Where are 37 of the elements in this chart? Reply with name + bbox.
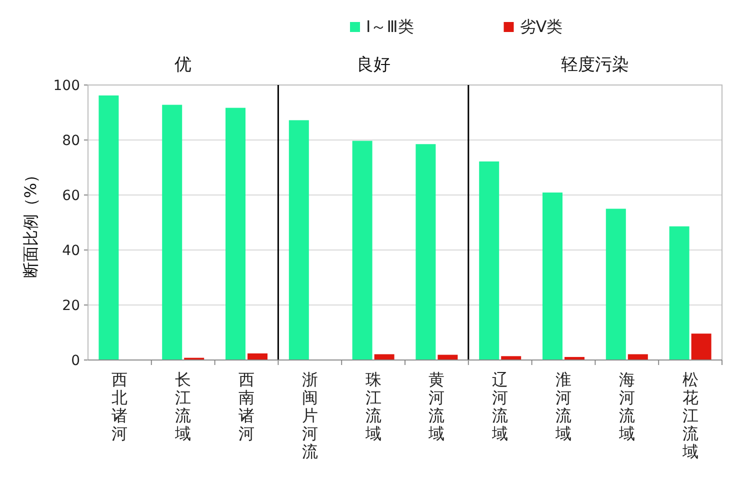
bar: [162, 104, 182, 360]
y-tick-label: 0: [71, 353, 80, 369]
legend-label: 劣Ⅴ类: [520, 17, 563, 36]
y-tick-label: 40: [62, 243, 80, 259]
x-tick-label: 淮河流域: [554, 370, 572, 443]
bar: [248, 353, 268, 360]
bar: [352, 140, 372, 360]
bar: [416, 144, 436, 360]
x-tick-label: 珠江流域: [364, 370, 382, 443]
bar: [501, 356, 522, 360]
x-tick-label: 黄河流域: [428, 370, 445, 443]
x-tick-label: 长江流域: [174, 370, 192, 443]
y-axis-title: 断面比例（%）: [21, 166, 40, 278]
bar: [542, 192, 562, 360]
bar: [691, 334, 712, 360]
y-tick-label: 80: [62, 133, 80, 149]
bar: [669, 226, 690, 360]
text: 优: [174, 55, 192, 75]
y-tick-label: 100: [53, 78, 80, 94]
text: 良好: [356, 55, 390, 75]
bar: [288, 120, 309, 360]
bar: [374, 354, 394, 360]
bar: [479, 161, 500, 360]
bar: [606, 208, 626, 360]
x-tick-label: 浙闽片河流: [302, 370, 318, 461]
x-tick-label: 辽河流域: [491, 370, 508, 443]
x-tick-label: 西南诸河: [238, 370, 254, 443]
x-tick-label: 松花江流域: [681, 370, 698, 461]
y-tick-label: 20: [62, 298, 80, 314]
bar: [628, 354, 648, 360]
x-tick-label: 海河流域: [618, 370, 635, 443]
x-tick-label: 西北诸河: [112, 370, 128, 443]
text: 轻度污染: [561, 55, 630, 75]
bar: [98, 95, 119, 360]
bar: [226, 108, 246, 360]
legend-label: Ⅰ～Ⅲ类: [366, 17, 414, 36]
y-tick-label: 60: [62, 188, 80, 204]
